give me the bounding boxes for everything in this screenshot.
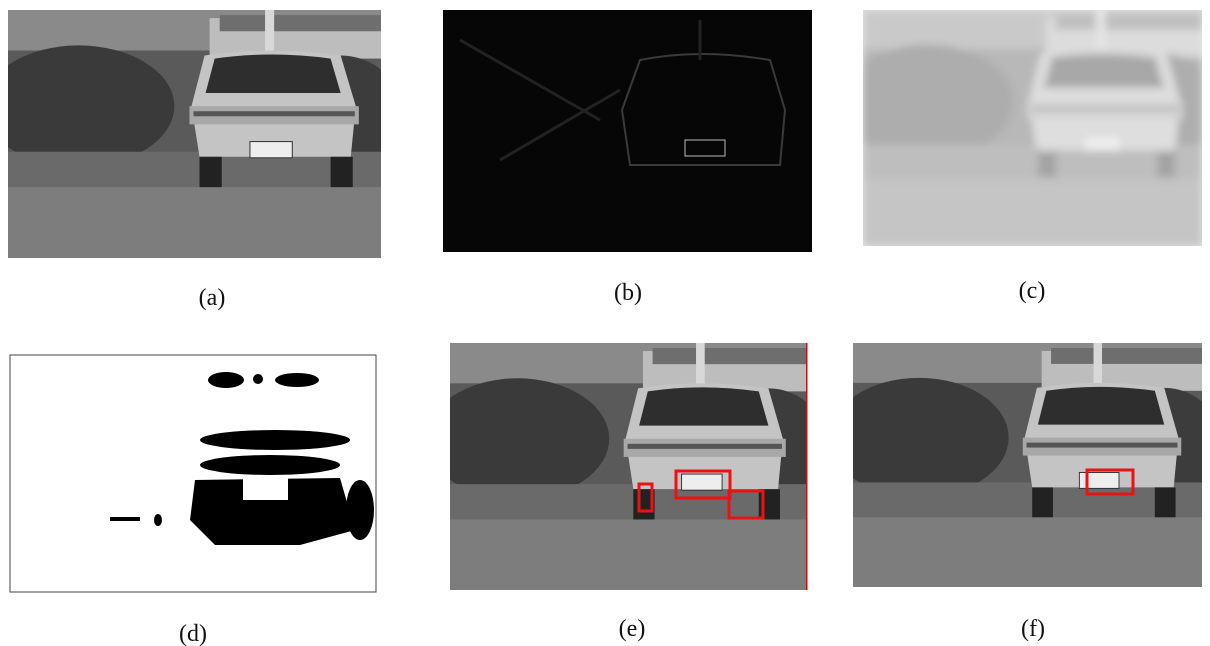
panel-label: (e) (619, 616, 646, 642)
panel-label: (d) (179, 621, 207, 646)
panel-label: (c) (1019, 278, 1046, 304)
panel-c-image (840, 10, 1210, 246)
panel-label: (a) (199, 285, 226, 311)
panel-a-image (0, 10, 401, 258)
panel-e-image (426, 343, 826, 590)
panel-d-image (10, 355, 376, 592)
figure: (a) (b) (c) (d) (e) (f) (0, 0, 1210, 646)
panel-label: (b) (614, 280, 642, 306)
panel-b-image (443, 10, 812, 252)
panel-label: (f) (1021, 616, 1045, 642)
panel-f-image (829, 343, 1210, 587)
